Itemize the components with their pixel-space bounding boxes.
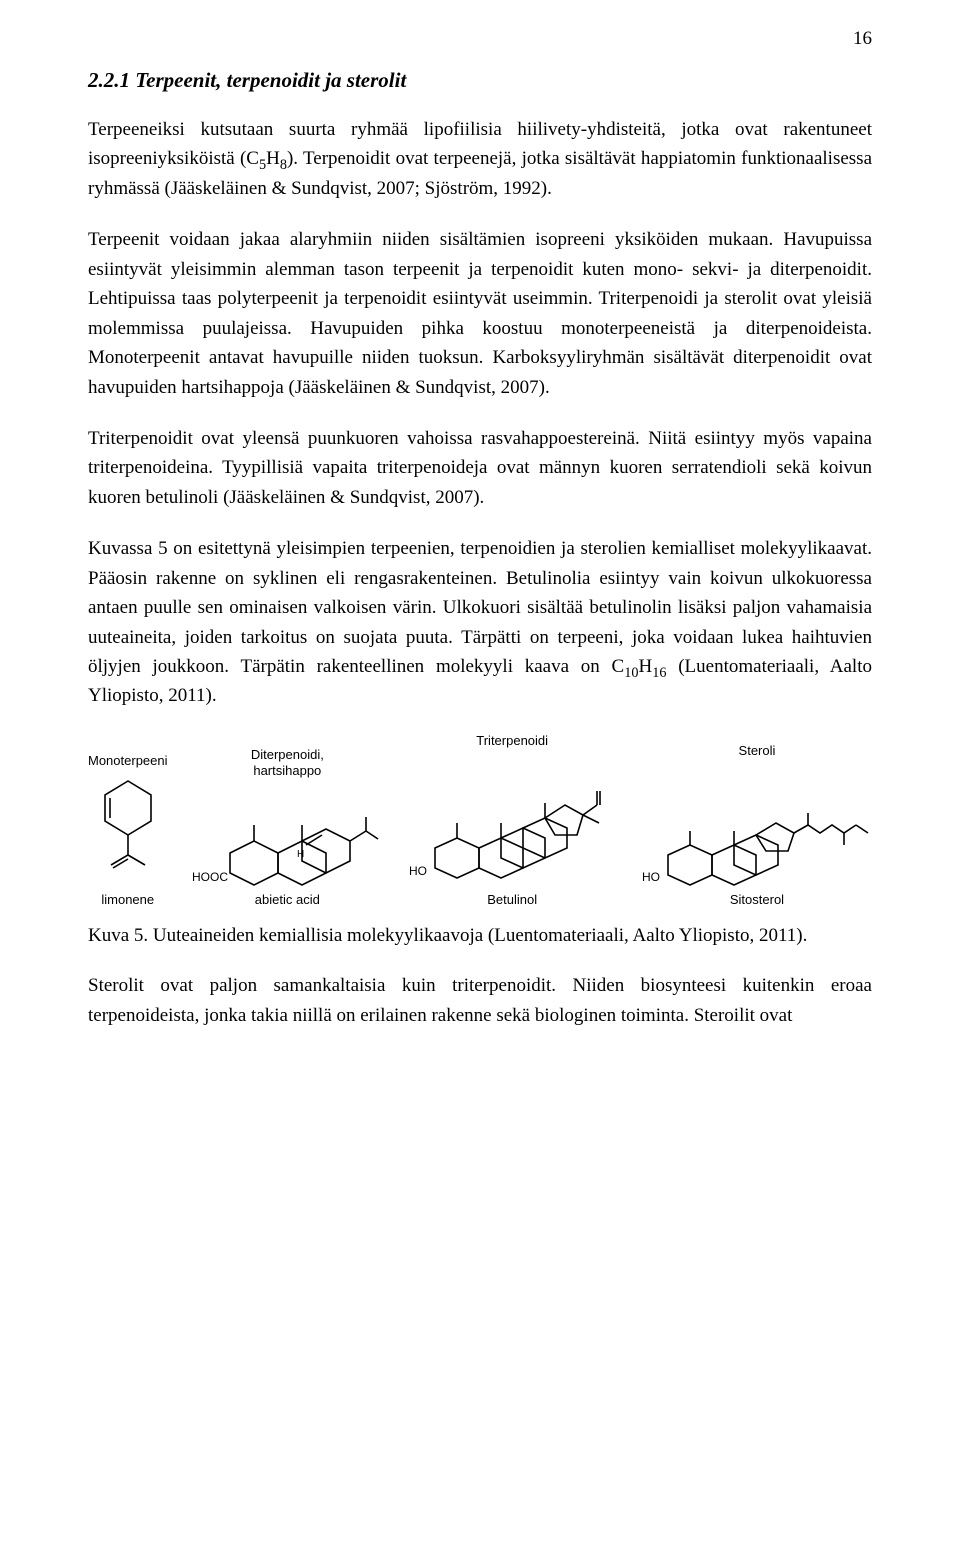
paragraph-4: Kuvassa 5 on esitettynä yleisimpien terp… [88, 534, 872, 711]
molecule-name: limonene [101, 892, 154, 907]
molecule-title: Diterpenoidi, hartsihappo [251, 747, 324, 780]
subscript: 10 [624, 665, 638, 681]
text-run: H [266, 148, 280, 169]
molecule-structure-icon: HO [642, 763, 872, 888]
molecule-sterol: Steroli HO Sitosterol [642, 743, 872, 907]
subscript: 16 [652, 665, 666, 681]
ho-label: HO [642, 870, 660, 884]
title-line: Diterpenoidi, [251, 747, 324, 762]
title-line: hartsihappo [253, 763, 321, 778]
molecule-structure-icon [93, 773, 163, 888]
molecule-monoterpene: Monoterpeeni limonene [88, 753, 168, 907]
paragraph-1: Terpeeneiksi kutsutaan suurta ryhmää lip… [88, 115, 872, 203]
figure-caption: Kuva 5. Uuteaineiden kemiallisia molekyy… [88, 925, 872, 947]
molecule-structure-icon: HO [407, 753, 617, 888]
ho-label: HO [409, 864, 427, 878]
molecule-diterpenoid: Diterpenoidi, hartsihappo HOOC H [192, 747, 382, 908]
page-number: 16 [853, 28, 872, 50]
molecule-name: Betulinol [487, 892, 537, 907]
section-heading: 2.2.1 Terpeenit, terpenoidit ja sterolit [88, 68, 872, 93]
paragraph-3: Triterpenoidit ovat yleensä puunkuoren v… [88, 424, 872, 512]
figure-molecules: Monoterpeeni limonene Diterpenoidi, hart… [88, 733, 872, 907]
text-run: H [638, 656, 652, 677]
hooc-label: HOOC [192, 870, 228, 884]
molecule-title: Monoterpeeni [88, 753, 168, 769]
paragraph-5: Sterolit ovat paljon samankaltaisia kuin… [88, 971, 872, 1030]
molecule-structure-icon: HOOC H [192, 783, 382, 888]
molecule-name: abietic acid [255, 892, 320, 907]
molecule-triterpenoid: Triterpenoidi HO Betul [407, 733, 617, 907]
molecule-title: Steroli [739, 743, 776, 759]
molecule-title: Triterpenoidi [476, 733, 548, 749]
subscript: 8 [280, 157, 287, 173]
molecule-name: Sitosterol [730, 892, 784, 907]
h-label: H [297, 849, 304, 860]
document-page: 16 2.2.1 Terpeenit, terpenoidit ja stero… [0, 0, 960, 1543]
paragraph-2: Terpeenit voidaan jakaa alaryhmiin niide… [88, 225, 872, 402]
